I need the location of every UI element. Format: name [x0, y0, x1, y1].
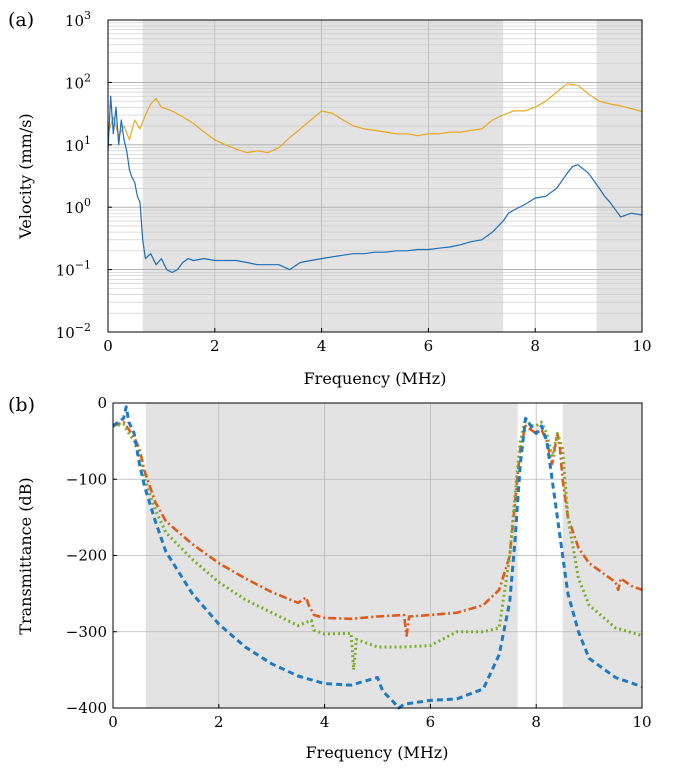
panel-a-y-axis-label: Velocity (mm/s) — [16, 113, 35, 239]
panel-b-x-tick-label: 10 — [632, 713, 651, 731]
panel-a-label: (a) — [8, 9, 34, 31]
panel-a-x-tick-label: 10 — [632, 337, 651, 355]
panel-b-x-tick-label: 6 — [426, 713, 436, 731]
panel-b-x-tick-label: 4 — [320, 713, 330, 731]
panel-b-y-tick-label: −100 — [66, 470, 107, 488]
panel-b-series-line — [112, 405, 643, 710]
panel-b-series — [112, 405, 643, 710]
panel-b-y-tick-label: −200 — [66, 547, 107, 565]
panel-a-x-tick-label: 6 — [424, 337, 434, 355]
panel-a-y-tick-label: 101 — [65, 134, 91, 155]
panel-a-y-tick-label: 102 — [65, 71, 91, 92]
panel-a-y-tick-label: 103 — [65, 9, 91, 30]
panel-a-series — [107, 83, 643, 274]
panel-a-x-tick-label: 2 — [210, 337, 220, 355]
panel-b-x-tick-label: 0 — [108, 713, 118, 731]
panel-a: (a) 0 2 4 6 8 10 10−2 10−1 100 101 102 103 Frequen… — [8, 9, 652, 388]
panel-a-y-tick-label: 10−2 — [56, 321, 91, 342]
panel-b-y-axis-label: Transmittance (dB) — [16, 477, 35, 634]
panel-a-x-tick-label: 0 — [103, 337, 113, 355]
panel-b-series-line — [112, 420, 643, 637]
panel-a-y-tick-label: 10−1 — [56, 259, 91, 280]
panel-b-y-tick-label: −300 — [66, 623, 107, 641]
panel-a-x-axis-label: Frequency (MHz) — [304, 369, 447, 388]
panel-b-x-axis-label: Frequency (MHz) — [306, 743, 449, 762]
panel-a-y-tick-label: 100 — [65, 196, 91, 217]
panel-a-x-ticks: 0 2 4 6 8 10 — [103, 328, 652, 355]
panel-b-x-tick-label: 2 — [214, 713, 224, 731]
panel-a-series-line — [107, 83, 643, 154]
panel-a-x-tick-label: 8 — [530, 337, 540, 355]
panel-b-label: (b) — [8, 394, 35, 416]
panel-b-y-tick-label: −400 — [66, 699, 107, 717]
panel-a-grid — [108, 20, 642, 333]
panel-a-y-ticks: 10−2 10−1 100 101 102 103 — [56, 9, 112, 342]
panel-a-series-line — [107, 95, 643, 274]
panel-b-x-tick-label: 8 — [531, 713, 541, 731]
panel-b-y-tick-label: 0 — [97, 394, 107, 412]
panel-a-x-tick-label: 4 — [317, 337, 327, 355]
panel-b-y-ticks: 0 −100 −200 −300 −400 — [66, 394, 117, 717]
panel-a-shaded-bands — [142, 20, 642, 332]
panel-a-frame — [107, 19, 643, 333]
panel-a-shaded-band — [142, 20, 504, 332]
panel-b: (b) 0 2 4 6 8 10 0 −100 −200 −300 −400 Frequency … — [8, 394, 652, 762]
panel-b-x-ticks: 0 2 4 6 8 10 — [108, 704, 652, 731]
panel-a-shaded-band — [596, 20, 642, 332]
